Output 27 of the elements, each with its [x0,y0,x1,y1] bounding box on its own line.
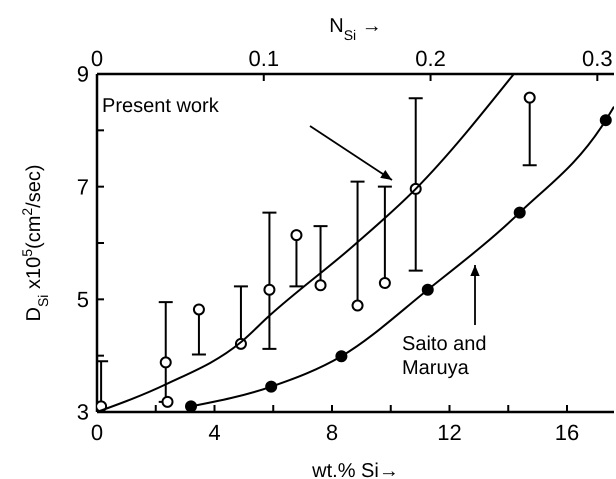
point [192,303,205,316]
point [352,300,364,312]
point [314,279,327,292]
y-tick-label: 3 [76,400,89,425]
x-axis-title: wt.% Si→ [311,460,399,479]
x2-tick-label: 0 [90,46,104,71]
point [263,284,276,296]
annotation: Saito and Maruya [402,333,487,379]
x-tick-label: 4 [208,420,221,445]
y-tick-label: 5 [76,287,89,312]
y-tick-label: 7 [76,174,89,200]
point [162,396,174,408]
point [524,92,536,104]
x-tick-label: 16 [554,420,580,445]
y-tick-label: 9 [76,62,89,87]
x-tick-label: 12 [437,420,462,445]
annotation: Present work [102,95,220,117]
x-tick-label: 8 [326,420,338,445]
point [290,229,302,242]
x2-tick-label: 0.3 [582,46,613,71]
x2-tick-label: 0.2 [415,46,446,71]
x-tick-label: 0 [90,420,104,445]
point [185,400,197,412]
x2-axis-title: N$_{Si}$ → [329,15,382,43]
x2-tick-label: 0.1 [248,46,280,71]
point [160,356,172,368]
point [378,276,391,289]
